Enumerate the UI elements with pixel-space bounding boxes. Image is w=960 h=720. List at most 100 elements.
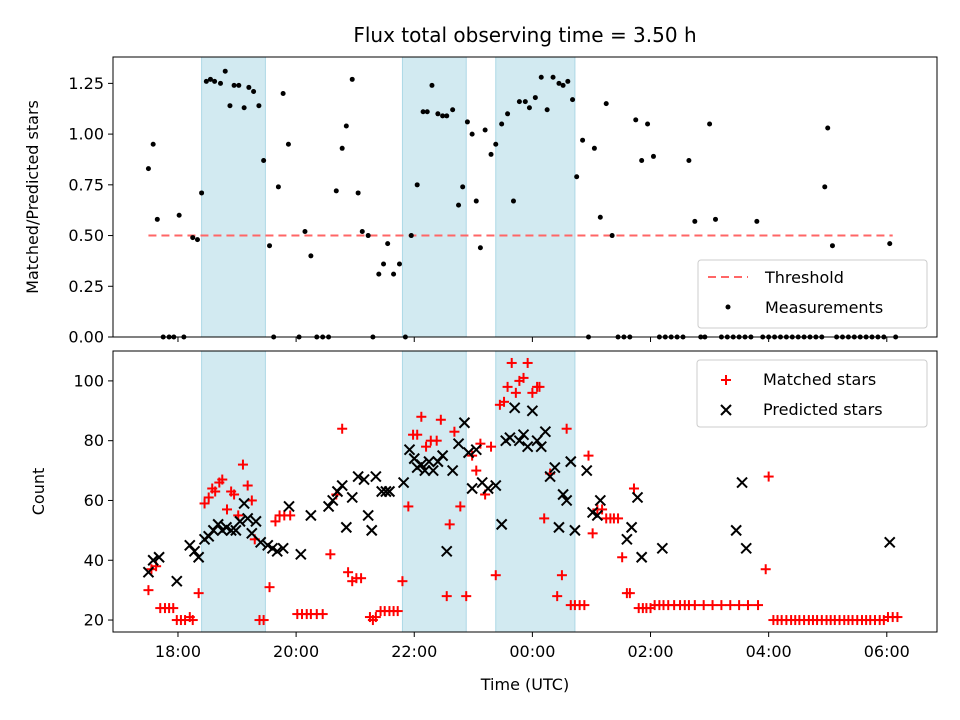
matched-star-point: [486, 441, 497, 452]
measurement-point: [424, 109, 430, 115]
count-panel-frame: [112, 350, 938, 633]
matched-star-point: [716, 600, 727, 611]
predicted-star-point: [142, 566, 155, 578]
measurement-point: [493, 141, 499, 147]
measurement-point: [597, 214, 603, 220]
measurement-point: [267, 243, 273, 249]
matched-star-point: [187, 615, 198, 626]
observing-interval-2: [401, 350, 467, 633]
matched-star-point: [392, 606, 403, 617]
measurement-point: [538, 74, 544, 80]
measurement-point: [381, 261, 387, 267]
measurement-point: [505, 111, 511, 117]
measurement-point: [359, 228, 365, 234]
predicted-star-point: [246, 527, 258, 540]
matched-star-point: [518, 372, 529, 383]
predicted-star-point: [327, 494, 339, 507]
matched-star-point: [527, 387, 538, 398]
ratio-panel: 0.00 0.25 0.50 0.75 1.00 1.25 Matched/Predict…: [23, 56, 938, 347]
predicted-star-point: [277, 542, 289, 555]
measurement-point: [522, 99, 528, 105]
matched-star-point: [258, 615, 269, 626]
matched-star-point: [356, 573, 367, 584]
y-tick-label: 0.50: [68, 226, 104, 245]
measurement-point: [396, 261, 402, 267]
measurement-point: [302, 228, 308, 234]
matched-star-point: [471, 465, 482, 476]
measurements-legend-swatch: [725, 304, 731, 310]
measurement-point: [203, 78, 209, 84]
matched-star-point: [143, 585, 154, 596]
count-legend-box: [696, 359, 928, 428]
predicted-star-point: [495, 518, 508, 531]
measurement-point: [499, 121, 505, 127]
predicted-star-point: [730, 524, 742, 537]
measurement-point: [246, 84, 252, 90]
measurement-point: [440, 113, 446, 119]
measurement-point: [176, 212, 182, 218]
matched-star-point: [168, 603, 179, 614]
measurement-point: [261, 157, 267, 163]
x-tick-label: 04:00: [746, 642, 792, 661]
measurement-point: [532, 95, 538, 101]
measurement-point: [218, 80, 224, 86]
matched-star-point: [499, 396, 510, 407]
measurement-point: [333, 188, 339, 194]
predicted-star-point: [250, 515, 262, 528]
predicted-star-point: [526, 405, 539, 417]
count-x-axis: 18:00 20:00 22:00 00:00 02:00 04:00 06:00: [155, 632, 910, 661]
measurement-point: [707, 121, 713, 127]
measurement-point: [686, 157, 692, 163]
predicted-star-point: [403, 443, 416, 456]
matched-star-point: [403, 501, 414, 512]
matched-star-point: [222, 504, 233, 515]
predicted-star-point: [336, 479, 348, 492]
matched-star-point: [698, 600, 709, 611]
measurement-point: [256, 103, 262, 109]
measurement-point: [450, 107, 456, 113]
predicted-star-point: [553, 521, 565, 534]
predicted-star-point: [508, 402, 521, 414]
y-tick-label: 60: [84, 491, 104, 510]
matched-star-point: [763, 471, 774, 482]
matched-star-point: [444, 519, 455, 530]
predicted-star-point: [458, 417, 471, 429]
x-tick-label: 18:00: [155, 642, 201, 661]
matched-star-point: [416, 411, 427, 422]
predicted-star-point: [625, 521, 638, 534]
predicted-star-point: [594, 494, 607, 507]
predicted-star-point: [884, 536, 896, 549]
matched-legend-label: Matched stars: [763, 370, 876, 389]
measurement-point: [435, 111, 441, 117]
measurement-point: [822, 184, 828, 190]
ratio-legend-box: [697, 259, 928, 329]
measurement-point: [510, 198, 516, 204]
matched-star-point: [317, 609, 328, 620]
measurement-point: [469, 131, 475, 137]
predicted-star-point: [230, 524, 242, 537]
observing-interval-3: [495, 350, 576, 633]
matched-star-point: [412, 429, 423, 440]
matched-star-point: [552, 591, 563, 602]
y-tick-label: 0.75: [68, 175, 104, 194]
ratio-x-axis: [177, 337, 888, 342]
matched-star-point: [435, 414, 446, 425]
y-tick-label: 0.00: [68, 328, 104, 347]
matched-star-point: [617, 552, 628, 563]
matched-star-point: [587, 528, 598, 539]
predicted-star-point: [427, 464, 439, 477]
predicted-star-point: [513, 434, 526, 447]
x-mark: [720, 404, 732, 416]
measurement-point: [194, 237, 200, 243]
predicted-stars-series: [142, 402, 896, 587]
observing-interval-1: [201, 56, 266, 338]
plus-mark: [721, 375, 731, 385]
matched-star-point: [343, 567, 354, 578]
matched-star-point: [210, 486, 221, 497]
measurement-point: [754, 218, 760, 224]
x-tick-label: 02:00: [627, 642, 673, 661]
y-tick-label: 20: [84, 611, 104, 630]
measurement-point: [199, 190, 205, 196]
predicted-star-point: [517, 428, 530, 441]
measurement-point: [339, 145, 345, 151]
